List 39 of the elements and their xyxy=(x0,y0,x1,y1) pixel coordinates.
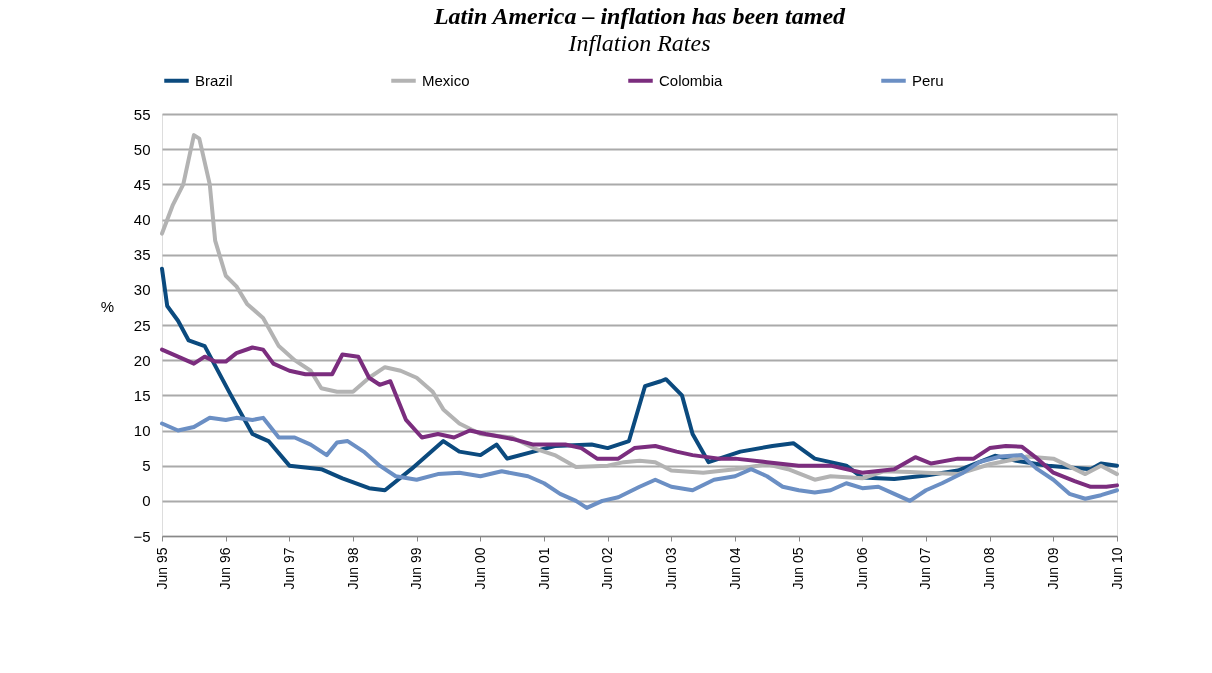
y-tick-label: 5 xyxy=(142,457,151,475)
x-tick-label: Jun 05 xyxy=(790,547,807,590)
x-tick-label: Jun 03 xyxy=(662,547,679,590)
x-tick-label: Jun 09 xyxy=(1044,547,1061,590)
y-tick-label: 45 xyxy=(133,175,151,193)
y-tick-label: 55 xyxy=(133,105,151,123)
y-tick-label: 10 xyxy=(133,422,151,439)
x-tick-label: Jun 01 xyxy=(535,547,552,590)
y-tick-label: 25 xyxy=(133,316,151,334)
line-series xyxy=(160,415,1119,510)
legend-label: Brazil xyxy=(195,71,233,89)
y-tick-label: 35 xyxy=(133,246,151,264)
x-tick-label: Jun 10 xyxy=(1108,547,1125,590)
x-tick-label: Jun 95 xyxy=(153,547,170,590)
x-tick-label: Jun 07 xyxy=(917,547,934,590)
line-series xyxy=(160,133,1119,482)
y-tick-label: 20 xyxy=(133,351,151,369)
legend-label: Mexico xyxy=(422,71,470,89)
x-tick-label: Jun 06 xyxy=(853,547,870,590)
chart-title: Latin America – inflation has been tamed xyxy=(432,3,847,29)
y-tick-label: 50 xyxy=(133,140,151,158)
y-tick-label: −5 xyxy=(133,527,151,545)
x-tick-label: Jun 00 xyxy=(471,547,488,590)
y-tick-label: 30 xyxy=(133,281,151,299)
legend-label: Colombia xyxy=(659,71,724,89)
x-tick-label: Jun 04 xyxy=(726,547,743,590)
x-tick-label: Jun 98 xyxy=(344,547,361,590)
y-tick-label: 15 xyxy=(133,386,151,404)
x-tick-label: Jun 08 xyxy=(981,547,998,590)
y-tick-label: 0 xyxy=(142,492,151,510)
legend-label: Peru xyxy=(912,71,944,89)
y-tick-label: 40 xyxy=(133,211,151,228)
x-tick-label: Jun 97 xyxy=(280,547,297,590)
chart-subtitle: Inflation Rates xyxy=(567,30,711,56)
line-series xyxy=(160,345,1119,489)
x-tick-label: Jun 96 xyxy=(217,547,234,590)
y-axis-title: % xyxy=(100,297,115,315)
x-tick-label: Jun 99 xyxy=(408,547,425,590)
x-tick-label: Jun 02 xyxy=(599,547,616,590)
